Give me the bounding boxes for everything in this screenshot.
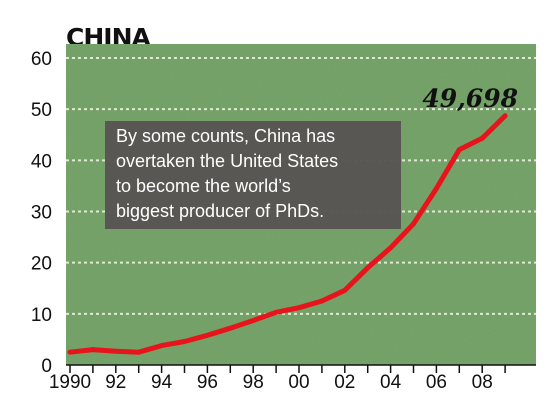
x-tick-label: 94 (151, 372, 173, 393)
y-axis-ticks: 0 10 20 30 40 50 60 (31, 49, 52, 377)
x-tick-label: 98 (243, 372, 264, 393)
data-point (136, 349, 142, 355)
annotation-line-2: overtaken the United States (116, 151, 338, 171)
x-tick-label: 00 (288, 372, 309, 393)
data-point (388, 245, 393, 251)
data-point (365, 265, 371, 271)
x-tick-label: 04 (380, 372, 402, 393)
data-point (434, 186, 439, 191)
data-point (67, 349, 73, 355)
y-tick-label: 20 (31, 254, 52, 275)
annotation-line-1: By some counts, China has (116, 126, 335, 146)
annotation-line-3: to become the world’s (116, 176, 291, 196)
data-point (182, 339, 187, 344)
data-point (113, 348, 119, 354)
data-point (319, 298, 325, 304)
data-point (250, 318, 256, 323)
data-series (67, 113, 508, 355)
data-point (502, 113, 508, 119)
y-tick-label: 30 (31, 203, 52, 224)
x-tick-label: 06 (426, 372, 447, 393)
annotation-box: By some counts, China has overtaken the … (105, 121, 401, 229)
y-tick-label: 40 (31, 151, 52, 172)
series-line-0 (67, 113, 508, 355)
annotation-background (105, 121, 401, 229)
x-tick-label: 92 (105, 372, 126, 393)
y-tick-label: 60 (31, 49, 52, 70)
x-tick-label: 1990 (49, 372, 91, 393)
data-point (479, 135, 485, 141)
data-point (205, 332, 210, 338)
data-point (411, 221, 416, 227)
x-tick-label: 02 (334, 372, 355, 393)
data-point (159, 343, 165, 348)
data-point (227, 325, 233, 331)
y-tick-label: 0 (41, 356, 52, 377)
annotation-line-4: biggest producer of PhDs. (116, 201, 324, 221)
data-point (296, 305, 302, 311)
data-point (342, 287, 348, 293)
data-point (273, 309, 279, 315)
data-point (90, 347, 96, 353)
x-axis-ticks: 1990 92 94 96 98 00 02 04 06 08 (49, 365, 506, 393)
data-point (456, 147, 462, 152)
x-tick-label: 08 (472, 372, 493, 393)
y-tick-label: 10 (31, 305, 52, 326)
y-tick-label: 50 (31, 100, 52, 121)
end-value-label: 49,698 (422, 84, 518, 113)
x-tick-label: 96 (197, 372, 218, 393)
